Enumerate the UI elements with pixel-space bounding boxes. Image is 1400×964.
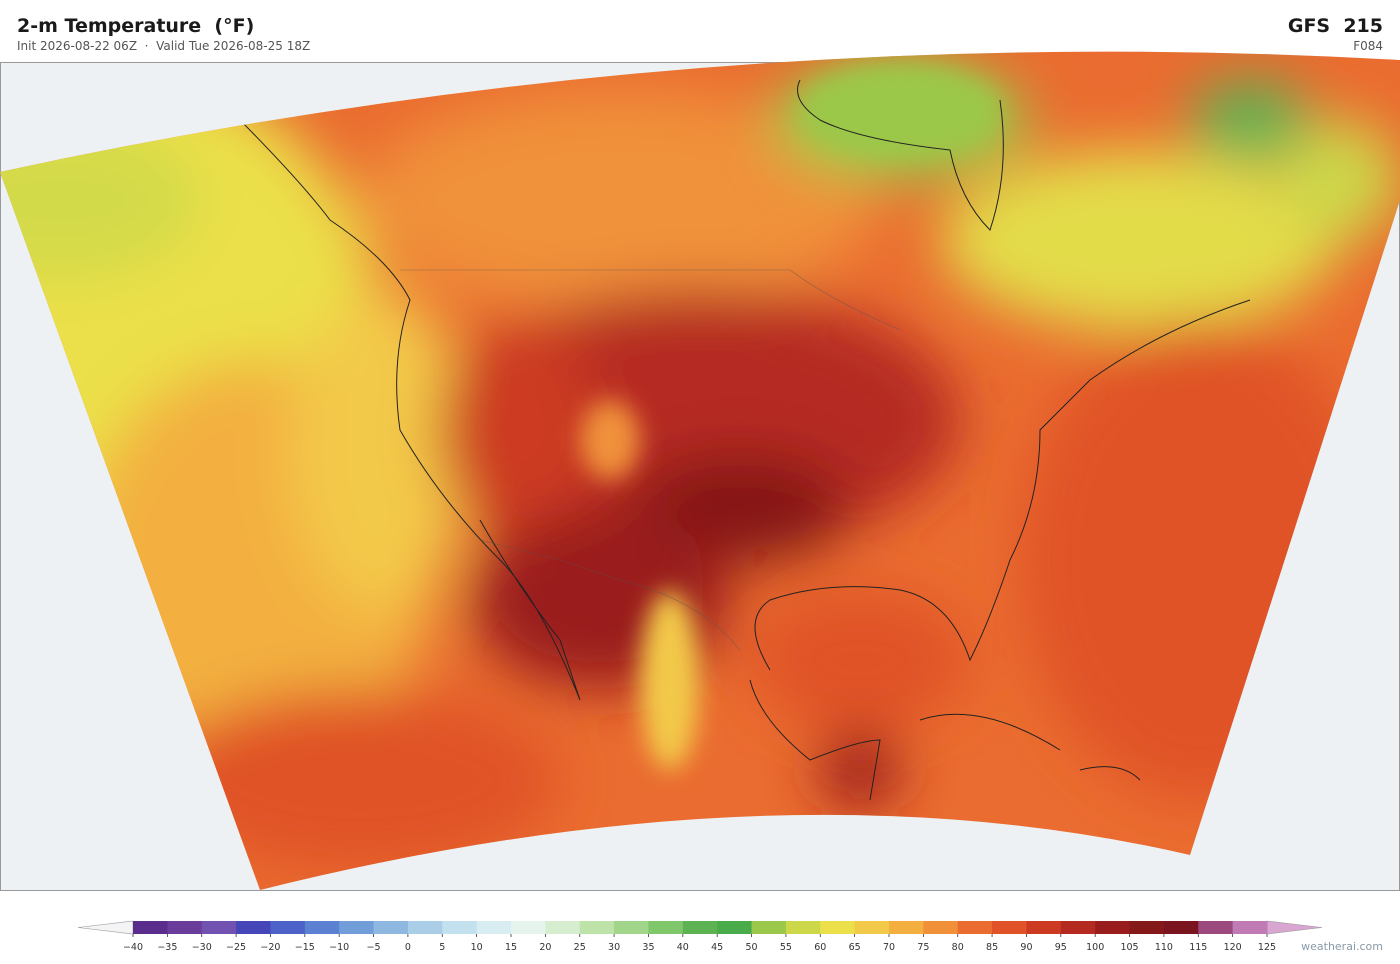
colorbar-tick-label: −5 [367,942,381,953]
colorbar-tick-label: 0 [405,942,411,953]
colorbar-tick-label: 10 [471,942,483,953]
colorbar-bin [511,921,546,934]
colorbar-tick-label: −40 [123,942,143,953]
colorbar-tick-label: −25 [226,942,246,953]
colorbar-tick-label: 85 [986,942,998,953]
colorbar-bin [545,921,581,934]
colorbar-bin [1163,921,1199,934]
colorbar-bin [614,921,649,934]
colorbar-tick-label: 50 [745,942,757,953]
title: 2-m Temperature (°F) [17,15,255,37]
watermark: weatherai.com [1301,940,1383,953]
colorbar-tick-label: 105 [1120,942,1138,953]
colorbar-bin [407,921,443,934]
colorbar-bin [682,921,718,934]
colorbar-tick-label: 110 [1155,942,1173,953]
colorbar-tick-label: 80 [952,942,964,953]
colorbar-tick-label: −10 [329,942,349,953]
colorbar-bin [201,921,237,934]
colorbar-tick-label: 100 [1086,942,1104,953]
colorbar-bin [820,921,856,934]
colorbar-bin [339,921,375,934]
colorbar: −40 −35 −30 −25 −20 −15 −10 −5 0 5 10 15 20 25 30 35 40 4… [77,920,1323,953]
coastlines [229,79,1251,801]
colorbar-bin [889,921,924,934]
colorbar-bin [992,921,1027,934]
colorbar-tick-label: −35 [157,942,177,953]
colorbar-bin [1095,921,1131,934]
colorbar-bin [1026,921,1062,934]
colorbar-bin [1129,921,1165,934]
colorbar-tick-label: −15 [295,942,315,953]
colorbar-under [77,920,134,935]
colorbar-bin [957,921,993,934]
model: GFS 215 [1287,15,1383,37]
temperature-field [0,51,1400,890]
colorbar-tick-label: 20 [539,942,551,953]
colorbar-tick-label: 120 [1224,942,1242,953]
colorbar-tick-label: 40 [677,942,689,953]
colorbar-tick-label: −30 [192,942,212,953]
colorbar-tick-label: 5 [439,942,445,953]
colorbar-tick-label: 30 [608,942,620,953]
colorbar-tick-label: 70 [883,942,895,953]
colorbar-tick-label: 65 [849,942,861,953]
colorbar-tick-label: 95 [1055,942,1067,953]
colorbar-tick-label: 35 [642,942,654,953]
colorbar-bin [304,921,340,934]
colorbar-bin [579,921,615,934]
colorbar-bin [717,921,753,934]
colorbar-bin [854,921,890,934]
colorbar-bin [751,921,787,934]
colorbar-tick-label: 15 [505,942,517,953]
colorbar-bin [442,921,478,934]
colorbar-bin [167,921,203,934]
colorbar-bin [1232,921,1268,934]
colorbar-over [1266,920,1323,935]
colorbar-bin [476,921,512,934]
colorbar-tick-label: 90 [1020,942,1032,953]
colorbar-tick-label: 25 [574,942,586,953]
colorbar-bin [1060,921,1096,934]
colorbar-tick-label: 55 [780,942,792,953]
colorbar-bin [785,921,821,934]
colorbar-tick-label: 75 [917,942,929,953]
colorbar-bin [133,921,168,934]
colorbar-tick-label: −20 [260,942,280,953]
borders [400,269,901,651]
colorbar-tick-label: 60 [814,942,826,953]
colorbar-tick-label: 115 [1189,942,1207,953]
colorbar-bin [648,921,684,934]
colorbar-tick-label: 125 [1258,942,1276,953]
colorbar-bin [270,921,306,934]
colorbar-bin [923,921,959,934]
subtitle: Init 2026-08-22 06Z · Valid Tue 2026-08-… [17,39,311,53]
colorbar-bin [373,921,409,934]
colorbar-bin [1198,921,1234,934]
forecast-hour: F084 [1353,39,1383,53]
colorbar-bin [236,921,271,934]
colorbar-tick-label: 45 [711,942,723,953]
